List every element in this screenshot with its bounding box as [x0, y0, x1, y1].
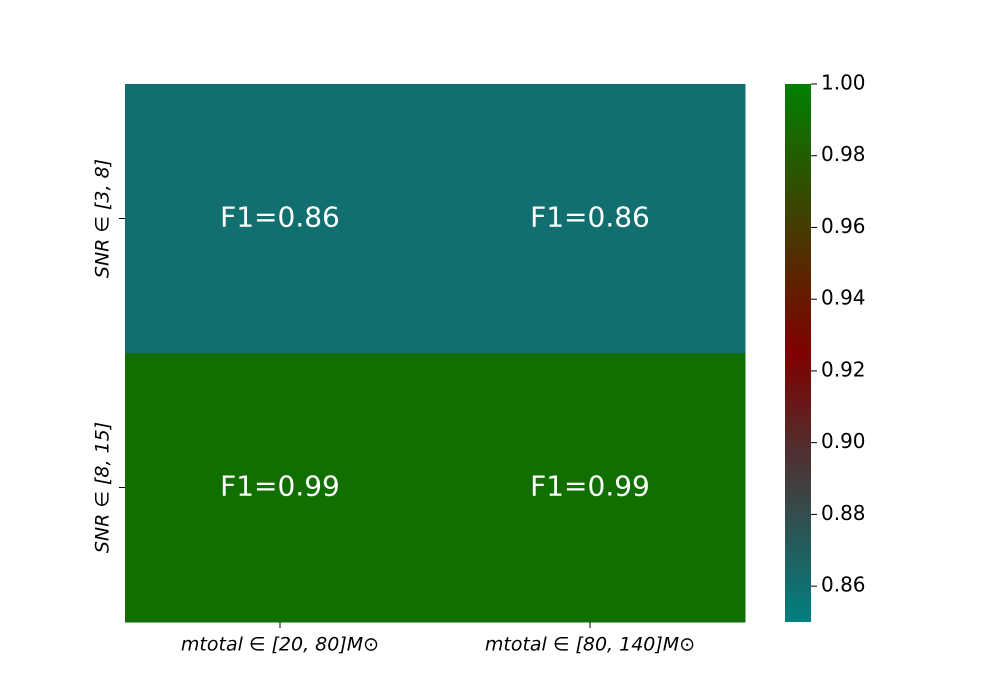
x-tick-label: mtotal ∈ [20, 80]M⊙ — [181, 634, 379, 656]
heatmap-cell — [125, 353, 436, 623]
colorbar-tick-label: 0.88 — [821, 501, 866, 525]
heatmap-cell — [435, 84, 746, 354]
colorbar-tick-label: 0.86 — [821, 573, 866, 597]
colorbar-tick-label: 0.90 — [821, 429, 866, 453]
colorbar — [785, 84, 811, 622]
cell-label: F1=0.86 — [220, 201, 340, 234]
x-tick-label: mtotal ∈ [80, 140]M⊙ — [485, 634, 695, 656]
heatmap-cell — [435, 353, 746, 623]
colorbar-tick-label: 1.00 — [821, 71, 866, 95]
colorbar-tick-label: 0.98 — [821, 142, 866, 166]
heatmap-cell — [125, 84, 436, 354]
y-tick-label: SNR ∈ [8, 15] — [92, 422, 114, 553]
y-tick-label: SNR ∈ [3, 8] — [92, 159, 114, 278]
colorbar-tick-label: 0.92 — [821, 357, 866, 381]
cell-label: F1=0.99 — [530, 470, 650, 503]
cell-label: F1=0.86 — [530, 201, 650, 234]
colorbar-tick-label: 0.96 — [821, 214, 866, 238]
cell-label: F1=0.99 — [220, 470, 340, 503]
colorbar-tick-label: 0.94 — [821, 286, 866, 310]
